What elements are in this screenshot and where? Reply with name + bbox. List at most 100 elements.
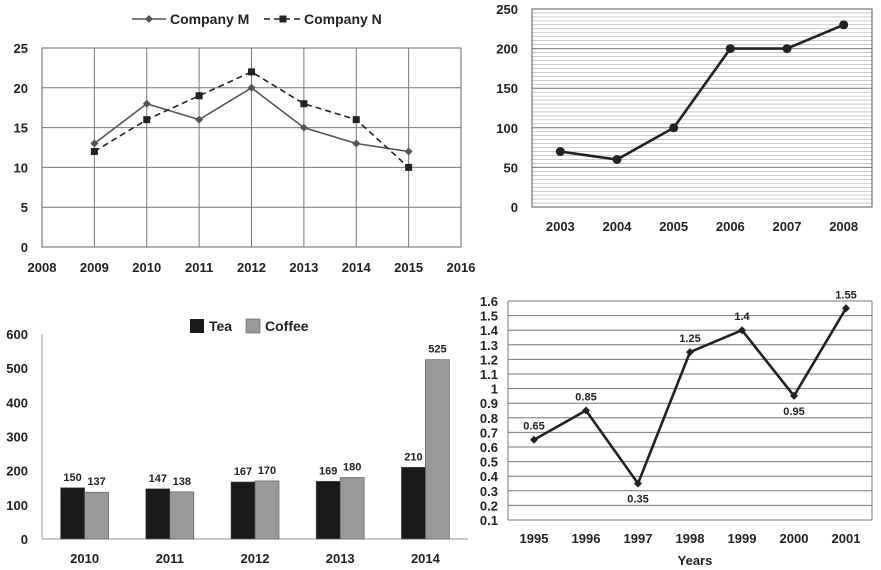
c1-series-1-point bbox=[90, 147, 98, 155]
c3-bar-tea bbox=[315, 480, 341, 540]
c4-data-label: 0.35 bbox=[627, 494, 648, 506]
c3-legend-tea-swatch bbox=[190, 319, 204, 333]
c1-series-0-point bbox=[247, 83, 256, 92]
c1-series-0-point bbox=[299, 123, 308, 132]
c1-ytick: 15 bbox=[14, 121, 28, 136]
c4-xtick: 1999 bbox=[728, 531, 757, 546]
c4-ytick: 1.5 bbox=[480, 309, 498, 324]
c2-ytick: 100 bbox=[496, 121, 518, 136]
c1-legend-m-marker bbox=[145, 15, 153, 23]
c4-point bbox=[842, 304, 850, 313]
c1-plot-frame bbox=[41, 47, 462, 248]
c2-ytick: 150 bbox=[496, 81, 518, 96]
c4-ytick: 0.5 bbox=[480, 455, 498, 470]
c1-xtick: 2015 bbox=[394, 260, 423, 275]
c4-xtick: 1995 bbox=[520, 531, 549, 546]
c2-plot-frame bbox=[531, 8, 873, 208]
c3-data-label: 147 bbox=[149, 473, 167, 485]
c4-point bbox=[582, 406, 590, 415]
c1-ytick: 5 bbox=[21, 200, 28, 215]
c2-xtick: 2005 bbox=[659, 219, 688, 234]
c4-ytick: 1.1 bbox=[480, 367, 498, 382]
c3-bar-coffee bbox=[339, 477, 365, 540]
c2-point bbox=[612, 154, 622, 164]
c4-data-label: 0.95 bbox=[783, 406, 804, 418]
c3-data-label: 170 bbox=[258, 465, 276, 477]
c3-bar-coffee bbox=[169, 491, 195, 540]
c3-xtick: 2013 bbox=[326, 551, 355, 566]
c2-series-line bbox=[560, 23, 845, 161]
c4-ytick: 0.4 bbox=[480, 469, 499, 484]
c2-ytick: 200 bbox=[496, 42, 518, 57]
c1-xtick: 2012 bbox=[237, 260, 266, 275]
c4-point bbox=[634, 479, 642, 488]
c3-data-label: 210 bbox=[404, 451, 422, 463]
c4-data-label: 1.25 bbox=[679, 333, 700, 345]
c3-ytick: 600 bbox=[6, 327, 28, 342]
c4-point bbox=[738, 326, 746, 335]
c2-xtick: 2008 bbox=[829, 219, 858, 234]
c3-data-label: 525 bbox=[428, 344, 446, 356]
c1-xtick: 2009 bbox=[80, 260, 109, 275]
c3-ytick: 200 bbox=[6, 464, 28, 479]
c1-series-0-point bbox=[90, 139, 99, 148]
c4-data-label: 1.55 bbox=[835, 289, 856, 301]
c1-ytick: 0 bbox=[21, 240, 28, 255]
c1-ytick: 10 bbox=[14, 160, 28, 175]
c1-xtick: 2011 bbox=[185, 260, 213, 275]
c4-ytick: 1.3 bbox=[480, 338, 498, 353]
c3-xtick: 2011 bbox=[156, 551, 184, 566]
c4-xtick: 1997 bbox=[624, 531, 653, 546]
c1-series-1-point bbox=[248, 68, 255, 76]
c2-point bbox=[669, 123, 679, 133]
c4-xtick: 1998 bbox=[676, 531, 705, 546]
c3-data-label: 137 bbox=[87, 476, 105, 488]
c2-xtick: 2004 bbox=[603, 219, 633, 234]
c3-bar-tea bbox=[60, 487, 85, 540]
c4-ytick: 0.1 bbox=[480, 513, 498, 528]
c3-ytick: 300 bbox=[6, 430, 28, 445]
c1-series-0-point bbox=[404, 147, 413, 156]
c4-ytick: 1.4 bbox=[480, 323, 499, 338]
c3-data-label: 138 bbox=[173, 476, 191, 488]
c3-xtick: 2012 bbox=[241, 551, 270, 566]
c3-ytick: 500 bbox=[6, 361, 28, 376]
c1-series-1-point bbox=[143, 116, 151, 124]
c1-series-1-point bbox=[405, 163, 413, 171]
c1-legend-n-marker bbox=[279, 15, 287, 23]
c2-xtick: 2007 bbox=[773, 219, 802, 234]
c3-xtick: 2014 bbox=[411, 551, 441, 566]
c1-series-0-point bbox=[195, 115, 204, 124]
c1-ytick: 20 bbox=[14, 81, 28, 96]
c3-bar-tea bbox=[401, 466, 426, 540]
c4-point bbox=[790, 391, 798, 400]
c3-ytick: 400 bbox=[6, 395, 28, 410]
c1-xtick: 2008 bbox=[28, 260, 57, 275]
c2-point bbox=[782, 44, 792, 54]
c4-x-axis-title: Years bbox=[678, 553, 713, 568]
c4-ytick: 0.8 bbox=[480, 411, 498, 426]
c4-data-label: 0.65 bbox=[523, 421, 544, 433]
c2-point bbox=[725, 44, 735, 54]
c3-data-label: 180 bbox=[343, 462, 361, 474]
c3-bar-coffee bbox=[254, 480, 280, 540]
c4-ytick: 1 bbox=[491, 382, 498, 397]
c1-series-1-point bbox=[300, 100, 308, 108]
c3-ytick: 0 bbox=[21, 532, 28, 547]
c2-ytick: 250 bbox=[496, 2, 518, 17]
c2-ytick: 50 bbox=[504, 160, 518, 175]
c4-ytick: 0.2 bbox=[480, 498, 498, 513]
c4-data-label: 1.4 bbox=[734, 311, 750, 323]
c3-legend-tea-label: Tea bbox=[209, 318, 232, 334]
c3-legend-coffee-label: Coffee bbox=[265, 318, 309, 334]
c4-ytick: 0.9 bbox=[480, 396, 498, 411]
c4-data-label: 0.85 bbox=[575, 392, 596, 404]
c2-point bbox=[839, 20, 849, 30]
c1-ytick: 25 bbox=[14, 41, 28, 56]
c4-xtick: 1996 bbox=[572, 531, 601, 546]
c1-legend-m-label: Company M bbox=[170, 11, 249, 27]
c4-xtick: 2001 bbox=[832, 531, 861, 546]
c3-data-label: 169 bbox=[319, 465, 337, 477]
